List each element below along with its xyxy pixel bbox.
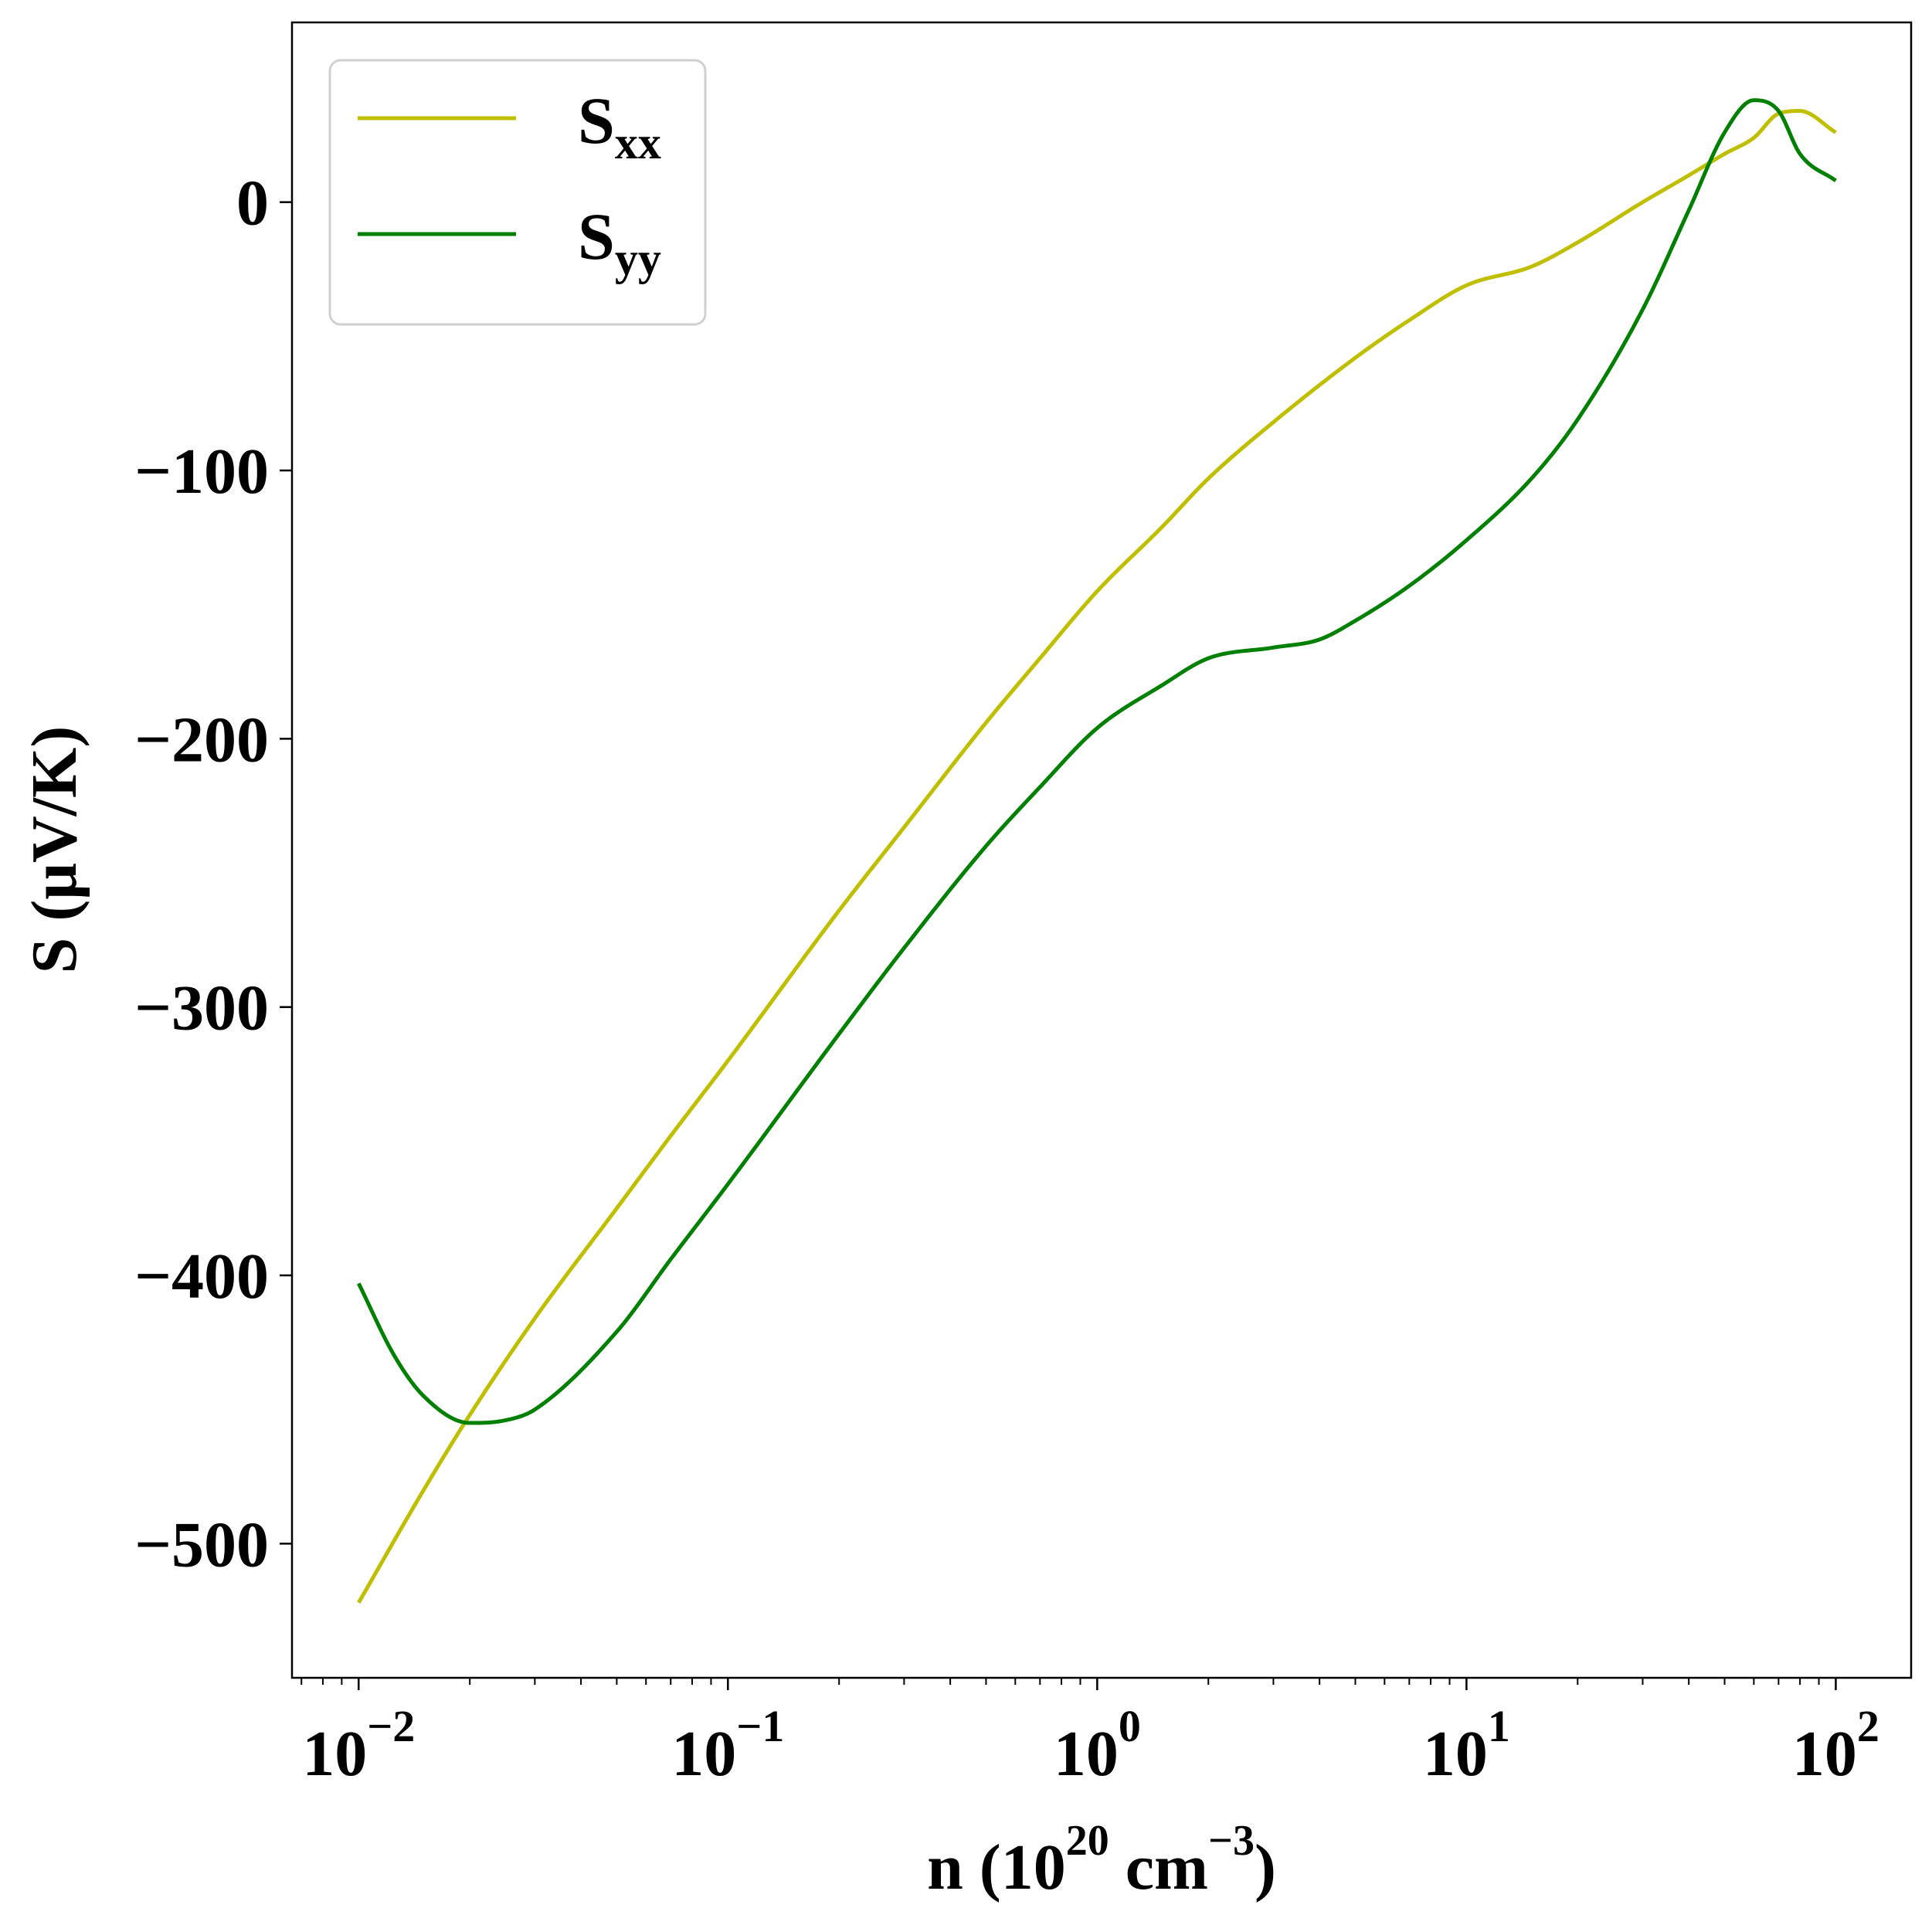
- x-tick-label-exponent: 1: [1488, 1701, 1510, 1751]
- legend: Sxx Syy: [328, 59, 707, 326]
- x-tick-label-base: 10: [1792, 1718, 1857, 1790]
- x-tick-label-base: 10: [671, 1718, 736, 1790]
- legend-label-syy: Syy: [578, 199, 661, 284]
- legend-label-sxx: Sxx: [578, 83, 661, 168]
- x-axis-ticks: 10−2 10−1 100 101 102: [300, 1678, 1879, 1790]
- y-tick-label: −400: [134, 1241, 269, 1312]
- y-tick-label: −500: [134, 1509, 269, 1580]
- x-tick-label: 10−1: [671, 1701, 784, 1790]
- y-tick-label: −200: [134, 704, 269, 776]
- x-tick-label: 10−2: [302, 1701, 415, 1790]
- legend-label-syy-base: S: [578, 199, 615, 273]
- x-axis-label: n (1020 cm−3): [927, 1817, 1276, 1903]
- x-tick-label-base: 10: [1054, 1718, 1119, 1790]
- series-line-sxx: [357, 109, 1837, 1604]
- x-axis-label-sup2: −3: [1208, 1817, 1255, 1865]
- x-tick-label: 102: [1792, 1701, 1879, 1790]
- y-tick-label: −300: [134, 973, 269, 1044]
- plot-frame: [290, 21, 1913, 1679]
- x-tick-label-base: 10: [1423, 1718, 1488, 1790]
- x-tick-label-exponent: 2: [1857, 1701, 1879, 1751]
- x-tick-label-exponent: −1: [736, 1701, 784, 1751]
- x-tick-label-exponent: 0: [1119, 1701, 1141, 1751]
- series-layer: [357, 98, 1837, 1604]
- x-axis-label-base: n (10: [927, 1832, 1066, 1903]
- x-tick-label-exponent: −2: [367, 1701, 415, 1751]
- legend-label-sxx-sub: xx: [615, 117, 661, 168]
- x-tick-label: 101: [1423, 1701, 1510, 1790]
- y-tick-label: −100: [134, 436, 269, 508]
- y-axis-label: S (μV/K): [19, 726, 90, 974]
- y-axis-ticks: 0 −100 −200 −300 −400 −500: [134, 168, 292, 1580]
- series-line-syy: [357, 98, 1837, 1425]
- x-tick-label: 100: [1054, 1701, 1141, 1790]
- y-tick-label: 0: [236, 168, 269, 239]
- x-axis-label-mid: cm: [1109, 1832, 1208, 1903]
- legend-label-syy-sub: yy: [615, 233, 661, 284]
- legend-box: [328, 59, 707, 326]
- x-axis-label-sup1: 20: [1066, 1817, 1109, 1865]
- x-axis-label-end: ): [1255, 1832, 1276, 1903]
- x-tick-label-base: 10: [302, 1718, 367, 1790]
- legend-label-sxx-base: S: [578, 83, 615, 158]
